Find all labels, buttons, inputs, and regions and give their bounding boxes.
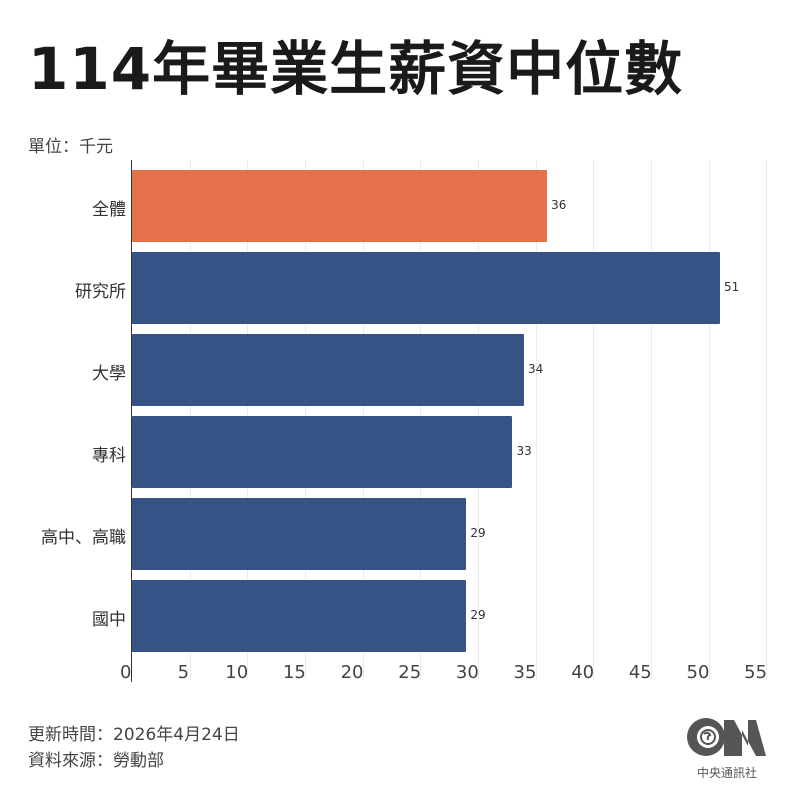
x-tick-label: 35 [513, 662, 537, 683]
category-label: 國中 [92, 610, 126, 630]
bar-value-label: 51 [724, 280, 740, 294]
bar-value-label: 34 [528, 362, 544, 376]
bar-value-label: 36 [551, 198, 567, 212]
x-tick-label: 15 [282, 662, 306, 683]
cna-logo-icon [687, 718, 766, 756]
x-tick-label: 30 [455, 662, 479, 683]
gridline [708, 160, 710, 680]
bar [132, 170, 548, 242]
x-tick-label: 25 [398, 662, 422, 683]
bar-value-label: 33 [516, 444, 532, 458]
category-label: 全體 [92, 200, 126, 220]
cna-logo: 中央通訊社 [686, 716, 768, 781]
gridline [535, 160, 537, 680]
x-tick-label: 55 [744, 662, 768, 683]
bar-value-label: 29 [470, 526, 486, 540]
x-tick-label: 20 [340, 662, 364, 683]
x-tick-label: 5 [177, 662, 190, 683]
category-label: 高中、高職 [41, 528, 126, 548]
chart-title: 114年畢業生薪資中位數 [28, 35, 684, 103]
x-tick-label: 40 [571, 662, 595, 683]
category-label: 大學 [92, 364, 126, 384]
y-axis-line [131, 160, 132, 682]
gridline [650, 160, 652, 680]
update-time: 更新時間：2026年4月24日 [28, 725, 240, 745]
bar [132, 252, 721, 324]
category-label: 研究所 [75, 282, 126, 302]
x-tick-label: 50 [686, 662, 710, 683]
bar [132, 334, 525, 406]
gridline [593, 160, 595, 680]
data-source: 資料來源：勞動部 [28, 751, 164, 771]
bar [132, 498, 467, 570]
x-tick-label: 45 [628, 662, 652, 683]
x-tick-label: 10 [225, 662, 249, 683]
category-label: 專科 [92, 446, 126, 466]
bar-value-label: 29 [470, 608, 486, 622]
bar [132, 580, 467, 652]
bar [132, 416, 513, 488]
cna-logo-text: 中央通訊社 [696, 766, 757, 780]
gridline [766, 160, 768, 680]
unit-label: 單位：千元 [28, 137, 113, 157]
x-tick-label: 0 [120, 662, 132, 683]
